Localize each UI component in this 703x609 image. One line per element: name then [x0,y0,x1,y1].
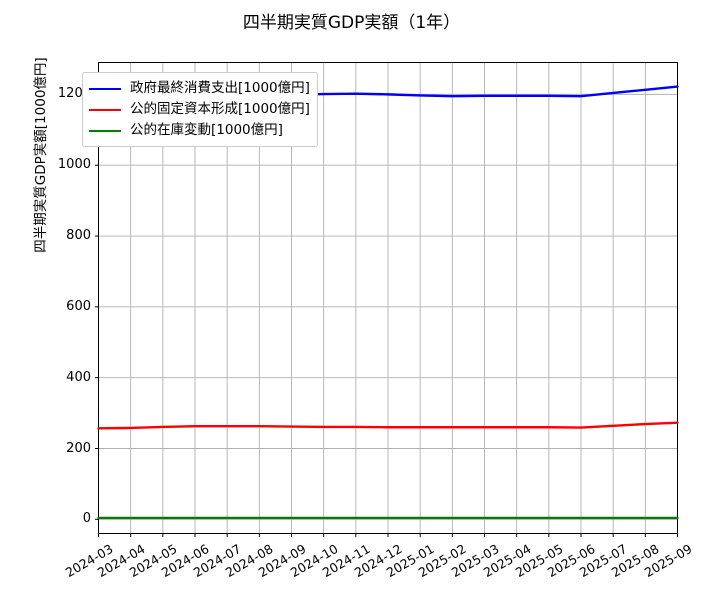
legend-color-swatch [89,87,121,90]
series-line [97,421,679,430]
legend-color-swatch [89,129,121,132]
legend-item[interactable]: 政府最終消費支出[1000億円] [89,78,310,99]
chart-legend: 政府最終消費支出[1000億円] 公的固定資本形成[1000億円] 公的在庫変動… [82,72,318,147]
y-tick-label: 200 [66,440,91,456]
y-tick-label: 1000 [57,157,91,173]
y-tick-label: 400 [66,369,91,385]
legend-item[interactable]: 公的固定資本形成[1000億円] [89,99,310,120]
chart-title: 四半期実質GDP実額（1年） [242,13,461,33]
y-tick-label: 800 [66,228,91,244]
y-tick-label: 600 [66,298,91,314]
y-tick-label: 0 [82,511,91,527]
axis-ticks [95,93,678,537]
legend-item[interactable]: 公的在庫変動[1000億円] [89,120,310,141]
legend-item-label: 政府最終消費支出[1000億円] [130,79,310,96]
y-tick-label: 1200 [57,86,91,102]
legend-item-label: 公的在庫変動[1000億円] [130,121,283,138]
legend-item-label: 公的固定資本形成[1000億円] [130,100,310,117]
legend-color-swatch [89,108,121,111]
